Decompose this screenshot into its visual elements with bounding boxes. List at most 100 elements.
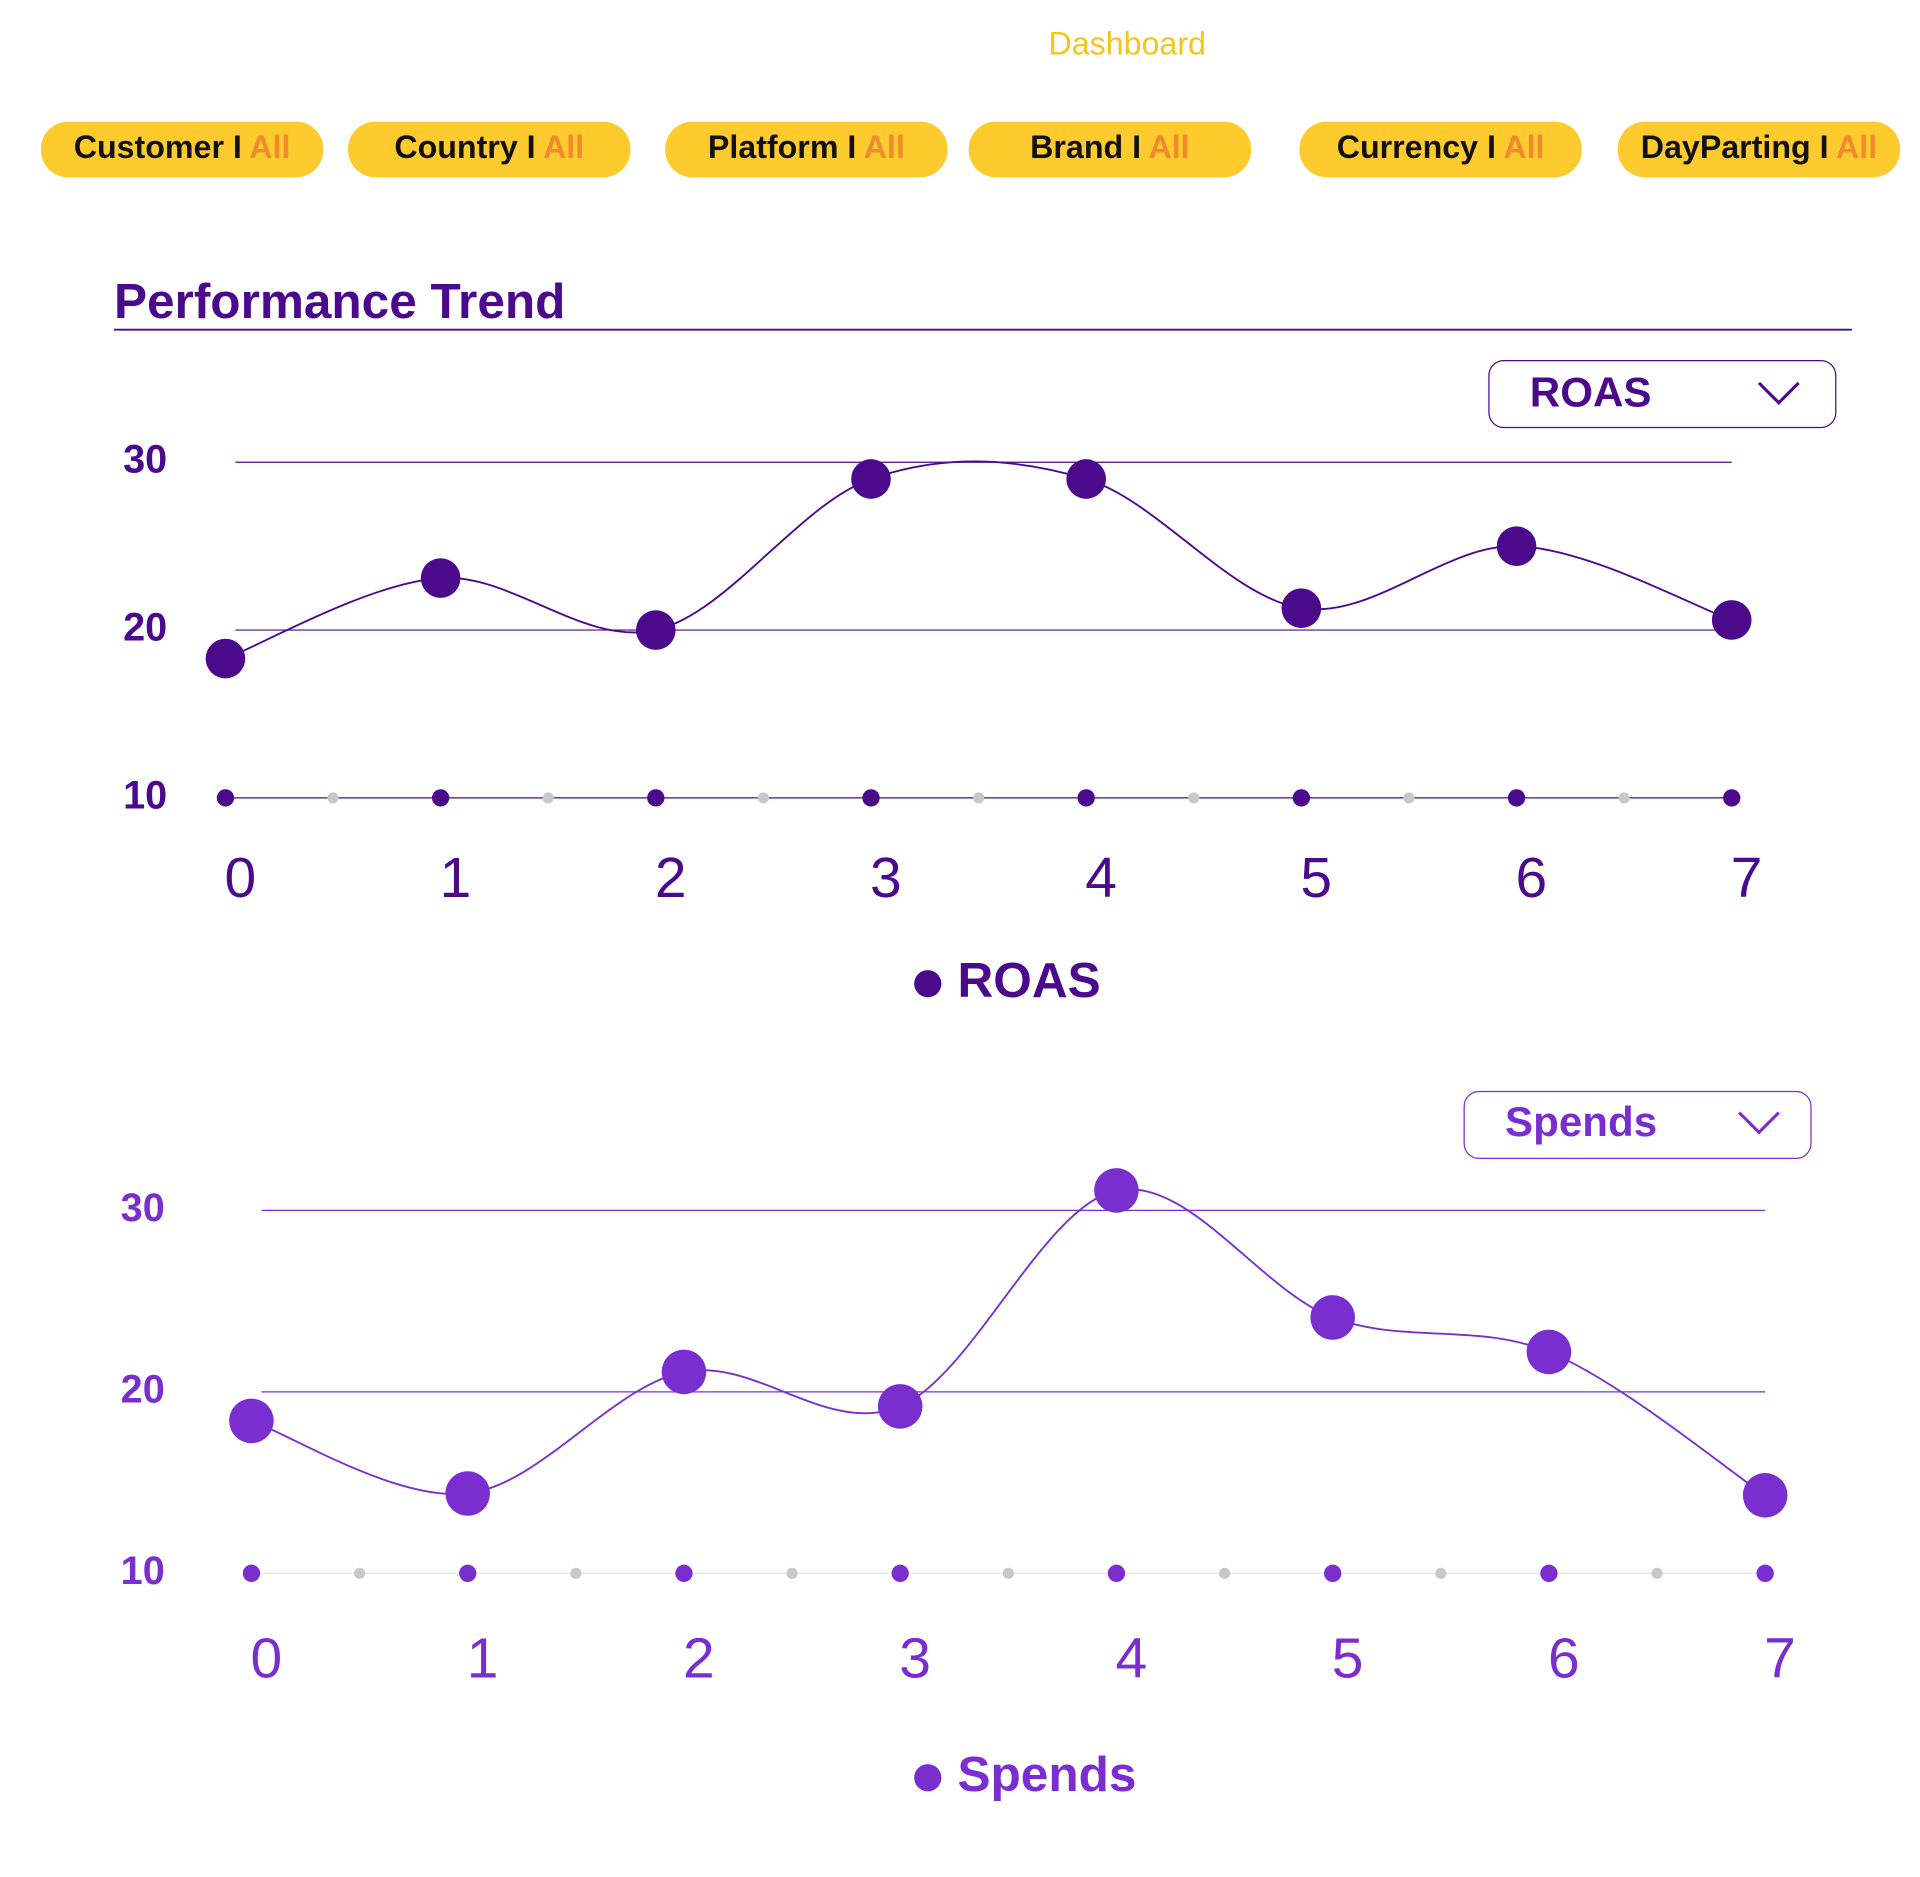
chart: 10 20 30 0 1 2 3 4 5 6 7 ROAS [123,438,1762,1008]
baseline-dot [1188,792,1200,804]
filter-text[interactable]: Customer I All [74,128,291,164]
y-tick-label: 30 [123,438,167,482]
filter-label[interactable]: Country I [394,128,535,164]
data-point [420,558,461,598]
baseline-dot [1618,792,1630,804]
filter-text[interactable]: Country I All [394,128,584,164]
x-tick-mark [647,789,665,807]
filter-value[interactable]: All [864,128,905,164]
filter-text[interactable]: Brand I All [1030,128,1189,164]
y-tick-label: 30 [121,1186,165,1230]
filter-pill[interactable]: Customer I All [40,121,324,178]
data-point [661,1349,707,1395]
dropdown-box[interactable] [1463,1090,1812,1159]
baseline-dot [542,792,554,804]
y-tick-label: 20 [123,606,167,650]
dropdown-arrow[interactable] [1757,381,1800,405]
data-point [635,610,676,650]
x-tick-mark [1077,789,1095,807]
header-title: Dashboard [1048,26,1205,62]
filter-label[interactable]: Platform I [708,128,856,164]
data-point [1310,1295,1355,1340]
series-line [251,1188,1766,1497]
filter-pill[interactable]: Brand I All [968,121,1252,178]
x-tick-mark [1723,789,1741,807]
filter-pill-bg[interactable] [665,121,948,178]
data-point [877,1384,923,1429]
baseline-dot [786,1567,798,1579]
filter-value[interactable]: All [249,128,290,164]
baseline-dot [354,1567,366,1579]
x-tick-mark [1324,1564,1342,1583]
dropdown-arrow[interactable] [1738,1111,1780,1135]
data-point [1526,1329,1572,1375]
x-tick-mark [1292,789,1311,807]
filter-value[interactable]: All [543,128,584,164]
x-tick-mark [1756,1564,1774,1583]
filter-pill[interactable]: Currency I All [1299,121,1582,178]
legend-label: Spends [958,1747,1137,1802]
x-tick-label: 5 [1300,846,1332,910]
baseline-dot [1435,1567,1447,1579]
x-tick-mark [891,1564,909,1583]
legend-label: ROAS [958,953,1101,1008]
data-point [1711,600,1752,640]
filter-pill-bg[interactable] [1617,121,1901,178]
dropdown-box[interactable] [1488,360,1837,429]
dropdown[interactable]: ROAS [1488,360,1837,429]
filter-label[interactable]: Currency I [1337,128,1496,164]
dropdown-label[interactable]: Spends [1505,1098,1657,1145]
data-point [851,459,891,499]
y-tick-label: 10 [123,773,167,817]
data-point [1066,459,1106,499]
filter-pill-bg[interactable] [40,121,324,178]
filter-label[interactable]: Brand I [1030,128,1141,164]
section-title: Performance Trend [114,274,565,329]
x-tick-mark [431,789,450,807]
x-tick-label: 3 [870,846,902,910]
legend-swatch [914,1764,942,1792]
y-tick-label: 10 [121,1549,165,1593]
baseline-dot [1403,792,1415,804]
x-tick-mark [675,1564,693,1583]
x-tick-mark [1540,1564,1558,1583]
x-tick-label: 4 [1085,846,1117,910]
filter-value[interactable]: All [1148,128,1189,164]
filter-value[interactable]: All [1836,128,1877,164]
dropdown[interactable]: Spends [1463,1090,1812,1159]
filter-text[interactable]: DayParting I All [1641,128,1877,164]
x-tick-label: 7 [1731,846,1763,910]
x-tick-label: 5 [1332,1627,1364,1691]
baseline-dot [973,792,985,804]
dropdown-label[interactable]: ROAS [1530,368,1652,415]
data-point [1281,588,1322,629]
filter-text[interactable]: Platform I All [708,128,905,164]
x-tick-label: 2 [683,1627,715,1691]
data-point [229,1398,274,1444]
filter-text[interactable]: Currency I All [1337,128,1545,164]
filter-value[interactable]: All [1503,128,1544,164]
filter-pill[interactable]: Country I All [348,121,631,178]
filter-bar: Customer I All Country I All Platform I All Br… [40,121,1901,178]
chart: 10 20 30 0 1 2 3 4 5 6 7 Spends [121,1168,1796,1802]
data-point [445,1471,490,1516]
x-tick-mark [242,1564,261,1583]
series-line [225,460,1733,660]
x-tick-label: 0 [224,846,256,910]
baseline-dot [1002,1567,1014,1579]
filter-pill[interactable]: DayParting I All [1617,121,1901,178]
x-tick-mark [1107,1564,1126,1583]
filter-pill-bg[interactable] [348,121,631,178]
filter-pill-bg[interactable] [1299,121,1582,178]
filter-label[interactable]: DayParting I [1641,128,1829,164]
filter-pill-bg[interactable] [968,121,1252,178]
baseline-dot [327,792,339,804]
filter-pill[interactable]: Platform I All [665,121,948,178]
data-point [1496,526,1537,566]
x-tick-mark [862,789,880,807]
x-tick-label: 1 [467,1627,499,1691]
x-tick-label: 3 [899,1627,931,1691]
x-tick-label: 7 [1764,1627,1796,1691]
filter-label[interactable]: Customer I [74,128,242,164]
